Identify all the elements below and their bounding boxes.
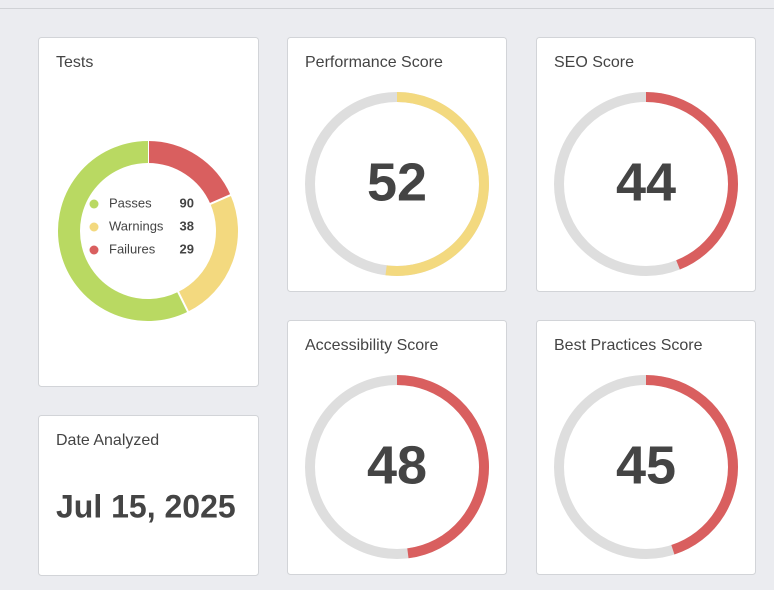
legend-dot [89,222,99,232]
legend-label: Failures [109,241,156,256]
donut-segment [147,141,231,205]
score-value: 52 [367,152,427,212]
donut-segment [58,141,188,321]
segment-gap [176,290,190,313]
score-value: 45 [616,435,676,495]
score-value: 48 [367,435,427,495]
legend-value: 29 [180,241,194,256]
legend-dot [89,245,99,255]
score-card [287,37,507,292]
legend-value: 90 [180,195,194,210]
gauge-arc [645,375,738,555]
legend-dot [89,199,99,209]
score-value: 44 [616,152,676,212]
legend-value: 38 [180,218,194,233]
card-title: Performance Score [305,54,443,71]
legend-label: Passes [109,195,152,210]
score-card [536,37,756,292]
date-card [38,415,259,576]
score-card [287,320,507,575]
date-value: Jul 15, 2025 [56,488,236,524]
score-card [536,320,756,575]
card-title: Date Analyzed [56,432,159,449]
card-title: Best Practices Score [554,337,703,354]
card-title: SEO Score [554,54,634,71]
segment-gap [209,193,232,206]
donut-segment [177,195,238,312]
card-title: Tests [56,54,93,71]
legend-label: Warnings [109,218,164,233]
gauge-arc [396,375,489,559]
gauge-arc [385,92,489,276]
gauge-arc [645,92,738,270]
card-title: Accessibility Score [305,337,438,354]
